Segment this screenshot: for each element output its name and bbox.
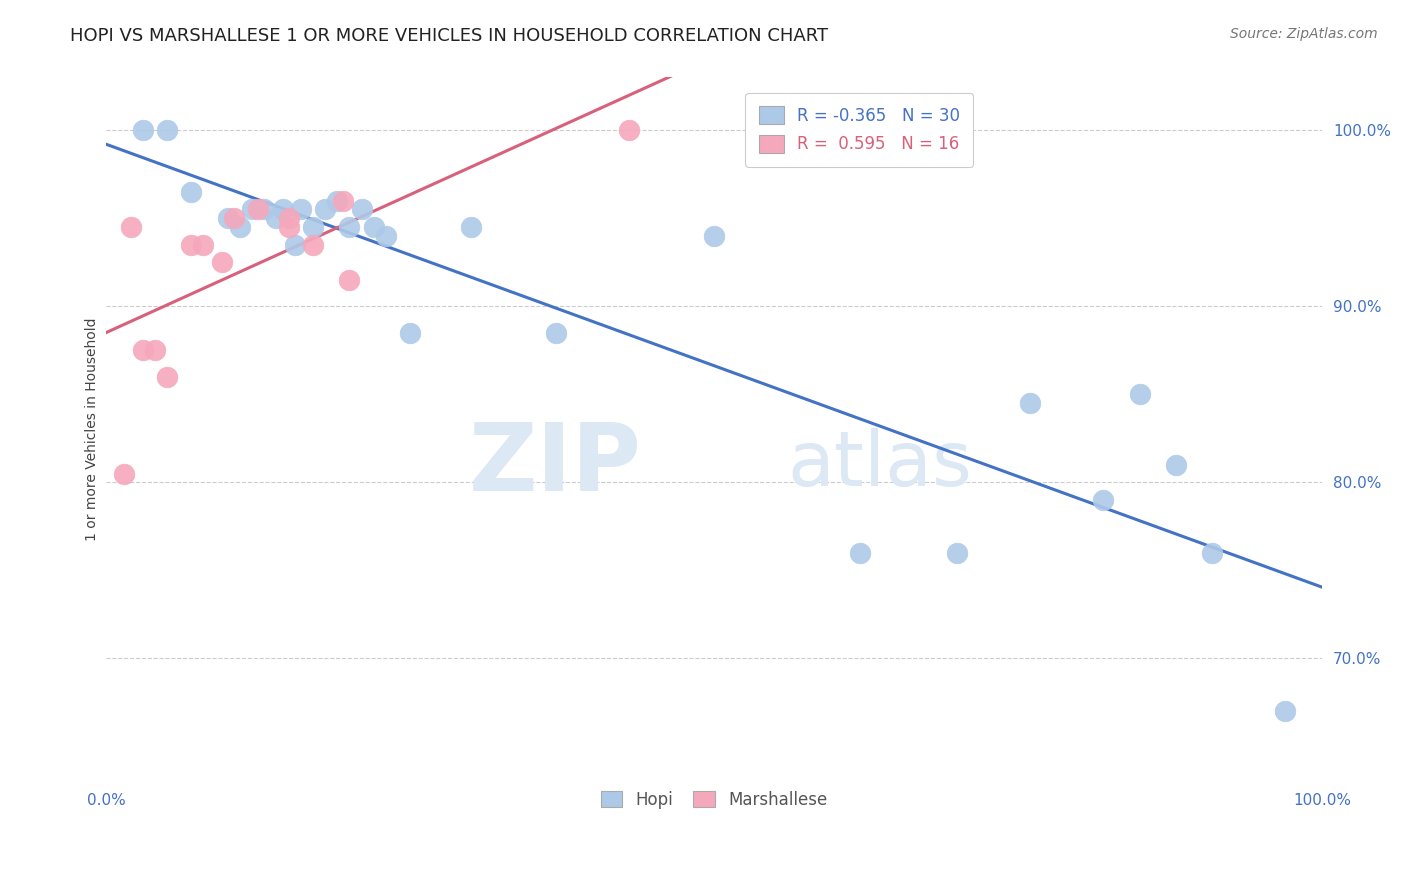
Point — [849, 546, 872, 560]
Point — [247, 202, 270, 217]
Point — [271, 202, 294, 217]
Point — [703, 228, 725, 243]
Point — [337, 273, 360, 287]
Point — [617, 123, 640, 137]
Point — [1092, 493, 1115, 508]
Point — [302, 220, 325, 235]
Point — [180, 185, 202, 199]
Point — [114, 467, 136, 481]
Point — [1128, 387, 1150, 401]
Point — [284, 237, 307, 252]
Point — [314, 202, 336, 217]
Legend: Hopi, Marshallese: Hopi, Marshallese — [593, 784, 834, 815]
Point — [399, 326, 422, 340]
Point — [266, 211, 288, 226]
Point — [229, 220, 252, 235]
Point — [337, 220, 360, 235]
Point — [302, 237, 325, 252]
Point — [326, 194, 349, 208]
Point — [1201, 546, 1223, 560]
Point — [277, 220, 299, 235]
Text: Source: ZipAtlas.com: Source: ZipAtlas.com — [1230, 27, 1378, 41]
Text: HOPI VS MARSHALLESE 1 OR MORE VEHICLES IN HOUSEHOLD CORRELATION CHART: HOPI VS MARSHALLESE 1 OR MORE VEHICLES I… — [70, 27, 828, 45]
Point — [277, 211, 299, 226]
Point — [156, 123, 179, 137]
Point — [363, 220, 385, 235]
Point — [253, 202, 276, 217]
Point — [132, 123, 155, 137]
Point — [460, 220, 482, 235]
Point — [240, 202, 263, 217]
Y-axis label: 1 or more Vehicles in Household: 1 or more Vehicles in Household — [86, 318, 100, 541]
Point — [1019, 396, 1042, 410]
Point — [217, 211, 239, 226]
Point — [290, 202, 312, 217]
Point — [1164, 458, 1187, 472]
Point — [374, 228, 396, 243]
Point — [156, 369, 179, 384]
Point — [544, 326, 567, 340]
Text: atlas: atlas — [787, 428, 972, 502]
Point — [211, 255, 233, 269]
Point — [332, 194, 354, 208]
Point — [120, 220, 142, 235]
Point — [180, 237, 202, 252]
Point — [193, 237, 215, 252]
Point — [132, 343, 155, 358]
Point — [222, 211, 245, 226]
Point — [143, 343, 166, 358]
Point — [1274, 704, 1296, 718]
Point — [350, 202, 373, 217]
Text: ZIP: ZIP — [468, 418, 641, 511]
Point — [946, 546, 969, 560]
